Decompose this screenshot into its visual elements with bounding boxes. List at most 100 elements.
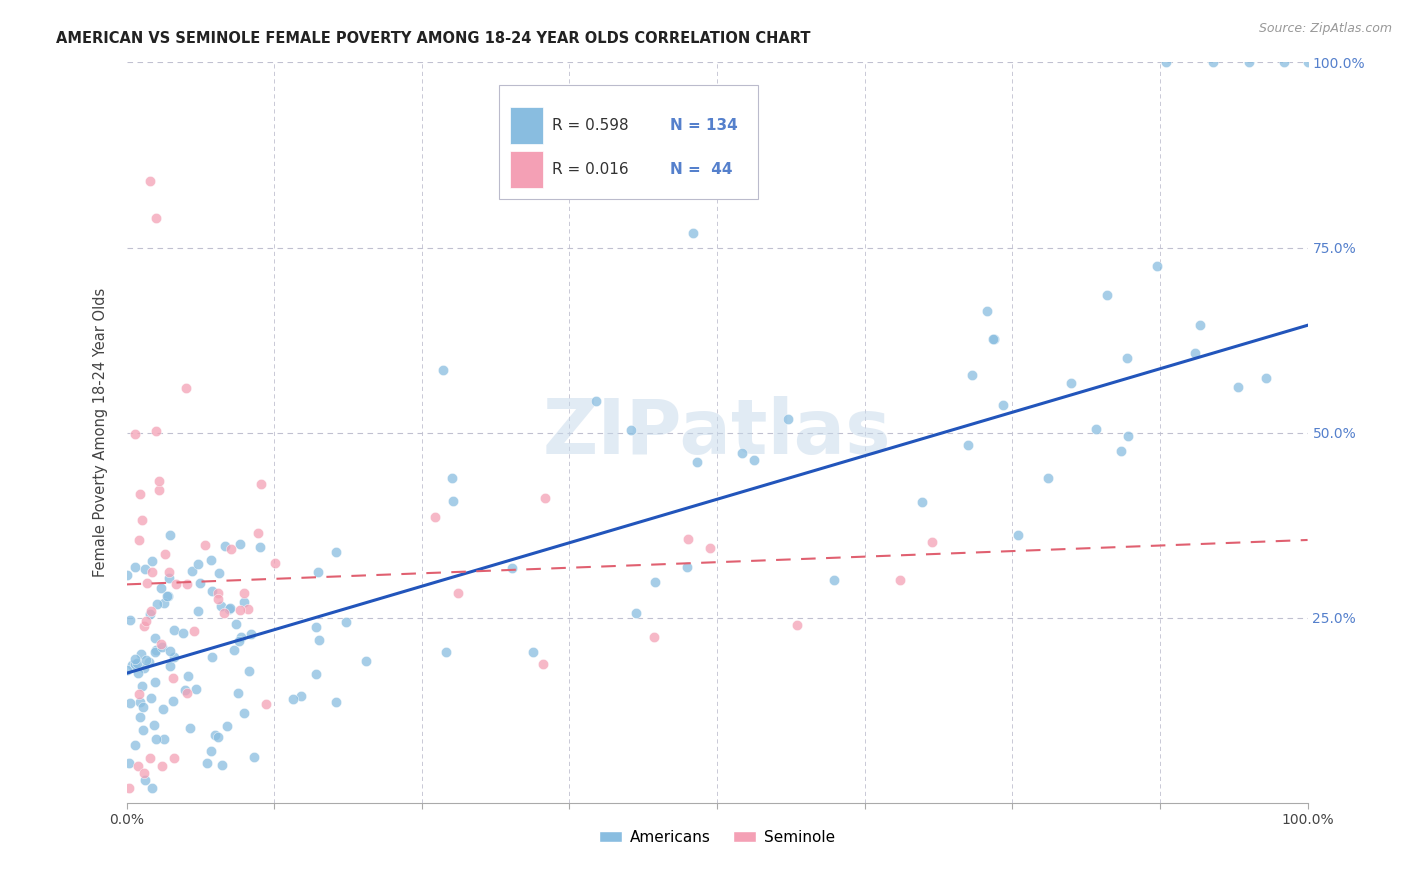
Point (233, 595, 256, 609)
Point (219, 600, 242, 615)
Point (139, 751, 162, 765)
Point (136, 575, 159, 590)
Point (148, 475, 170, 489)
Point (134, 766, 156, 780)
Point (243, 750, 266, 764)
Point (173, 682, 195, 697)
Point (134, 773, 156, 788)
Point (152, 596, 174, 610)
Point (146, 597, 169, 611)
Point (128, 533, 150, 548)
Point (132, 619, 155, 633)
Point (440, 471, 463, 485)
Point (981, 332, 1004, 346)
Point (786, 617, 808, 632)
Point (1084, 422, 1107, 436)
Point (214, 539, 236, 553)
Point (911, 494, 934, 508)
Bar (510, 107, 544, 144)
Point (447, 586, 470, 600)
Point (219, 542, 242, 557)
Point (1184, 345, 1206, 359)
Text: ZIPatlas: ZIPatlas (543, 396, 891, 469)
Point (207, 730, 229, 744)
Point (209, 599, 232, 613)
Point (183, 624, 205, 639)
Point (307, 566, 329, 580)
Point (139, 174, 162, 188)
Text: N = 134: N = 134 (669, 118, 738, 133)
Point (211, 757, 233, 772)
Point (425, 510, 447, 524)
Point (522, 645, 544, 659)
Point (585, 393, 607, 408)
FancyBboxPatch shape (499, 85, 758, 200)
Point (157, 565, 180, 579)
Point (141, 604, 163, 618)
Point (134, 562, 156, 576)
Point (1038, 471, 1060, 485)
Point (163, 751, 186, 765)
Point (152, 702, 174, 716)
Point (129, 647, 152, 661)
Point (263, 556, 285, 570)
Point (823, 573, 845, 587)
Legend: Americans, Seminole: Americans, Seminole (593, 823, 841, 851)
Point (150, 640, 173, 654)
Point (1095, 288, 1118, 302)
Point (249, 540, 271, 554)
Point (159, 658, 181, 673)
Point (233, 586, 256, 600)
Point (229, 603, 252, 617)
Point (132, 700, 155, 714)
Point (150, 637, 173, 651)
Point (129, 710, 152, 724)
Point (501, 560, 523, 574)
Point (1296, 55, 1319, 70)
Point (960, 368, 983, 383)
Point (644, 575, 666, 590)
Point (179, 721, 201, 735)
Point (163, 623, 186, 637)
Point (139, 691, 162, 706)
Point (1116, 428, 1139, 442)
Point (128, 687, 150, 701)
Point (156, 589, 179, 603)
Point (145, 425, 167, 439)
Point (172, 625, 194, 640)
Point (228, 634, 250, 648)
Point (132, 723, 155, 737)
Point (207, 566, 229, 581)
Point (1109, 444, 1132, 458)
Point (308, 632, 330, 647)
Point (187, 604, 209, 618)
Point (731, 446, 754, 460)
Point (229, 630, 252, 644)
Point (983, 332, 1005, 346)
Point (218, 602, 240, 616)
Point (676, 560, 699, 574)
Point (1116, 351, 1139, 366)
Point (434, 645, 457, 659)
Point (143, 674, 166, 689)
Text: AMERICAN VS SEMINOLE FEMALE POVERTY AMONG 18-24 YEAR OLDS CORRELATION CHART: AMERICAN VS SEMINOLE FEMALE POVERTY AMON… (56, 31, 811, 46)
Text: Source: ZipAtlas.com: Source: ZipAtlas.com (1258, 22, 1392, 36)
Point (325, 544, 347, 558)
Point (135, 614, 157, 628)
Point (305, 666, 328, 681)
Point (281, 692, 304, 706)
Point (180, 564, 202, 578)
Bar (510, 152, 544, 188)
Point (207, 586, 229, 600)
Point (204, 728, 226, 742)
Point (143, 631, 166, 645)
Point (222, 642, 245, 657)
Point (156, 589, 179, 603)
Point (238, 664, 260, 678)
Point (1060, 376, 1083, 390)
Point (305, 620, 328, 634)
Point (620, 423, 643, 437)
Point (246, 525, 269, 540)
Point (165, 577, 187, 591)
Point (145, 211, 167, 225)
